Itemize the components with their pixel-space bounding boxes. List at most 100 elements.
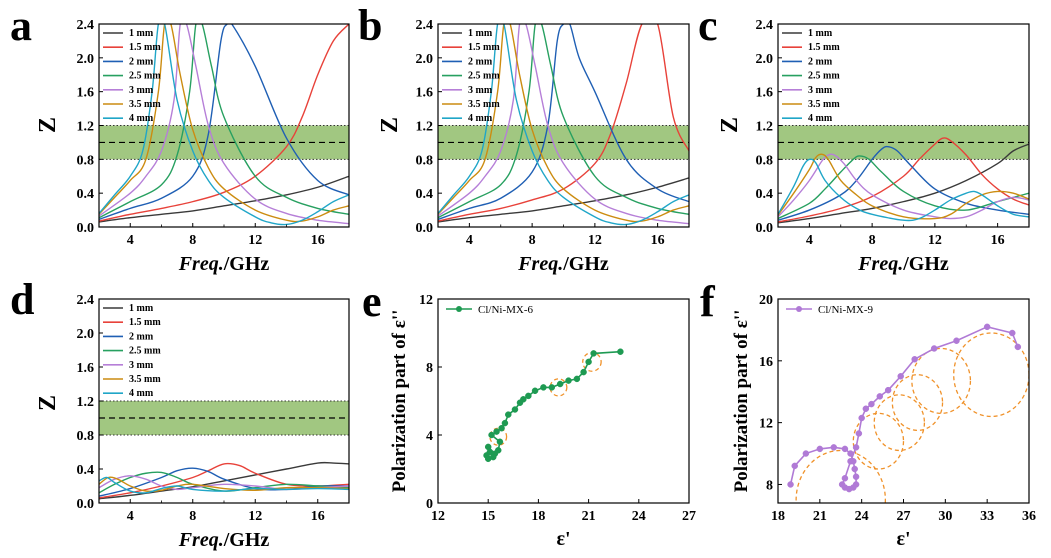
y-tick-label: 1.6 (77, 361, 95, 376)
series-line (99, 24, 349, 221)
cole-cole-circle (795, 449, 887, 503)
series-line (99, 24, 349, 225)
y-tick-label: 0.4 (756, 187, 774, 202)
data-point (816, 445, 824, 453)
y-axis-label: Z (35, 395, 61, 411)
legend-label: 3.5 mm (808, 99, 840, 110)
y-axis-label: Z (35, 117, 61, 133)
x-axis-label-italic: Freq. (857, 253, 903, 275)
y-tick-label: 0.8 (77, 153, 95, 168)
panel-f: 18 21 24 27 30 33 36 8 12 16 20 ε' Polarization part… (700, 277, 1036, 550)
legend-label: 2.5 mm (129, 346, 161, 357)
x-tick-label: 21 (813, 509, 827, 524)
data-point (838, 481, 846, 488)
panel-d: 4 8 12 16 0.0 0.4 0.8 1.2 1.6 2.0 2.4 Freq./GHz Z 1 m… (10, 275, 350, 551)
x-tick-label: 12 (248, 233, 262, 248)
panel-letter: f (700, 277, 716, 326)
y-tick-label: 4 (426, 429, 433, 444)
y-tick-label: 0.8 (77, 429, 95, 444)
data-point (876, 393, 884, 400)
data-point (525, 392, 532, 400)
plot-area (787, 323, 1029, 503)
legend-label: 3 mm (468, 85, 493, 96)
x-axis-label-unit: /GHz (223, 253, 270, 275)
x-tick-label: 21 (582, 509, 596, 524)
y-tick-label: 2.0 (416, 52, 434, 67)
legend-label: 2.5 mm (808, 71, 840, 82)
series-line (778, 137, 1029, 223)
data-point (787, 481, 794, 488)
panel-letter: e (362, 277, 382, 326)
series-line (99, 462, 349, 499)
y-tick-label: 1.2 (416, 120, 434, 135)
x-tick-label: 12 (248, 509, 262, 524)
data-point (884, 386, 892, 394)
cole-cole-circle (852, 412, 905, 470)
data-point (852, 444, 860, 451)
data-point (494, 447, 502, 454)
y-tick-label: 0.0 (77, 221, 95, 236)
legend-label: 2.5 mm (129, 71, 161, 82)
data-point (540, 384, 547, 391)
data-point (565, 377, 572, 384)
panel-b: 4 8 12 16 0.0 0.4 0.8 1.2 1.6 2.0 2.4 Freq./GHz Z 1 m… (358, 1, 690, 275)
x-tick-label: 12 (928, 233, 942, 248)
x-tick-label: 16 (311, 233, 325, 248)
plot-area (778, 125, 1029, 224)
x-tick-label: 27 (897, 509, 911, 524)
y-tick-label: 0.4 (416, 187, 434, 202)
data-point (531, 387, 539, 395)
data-point (484, 443, 492, 451)
data-point (830, 444, 838, 451)
data-point (911, 356, 918, 363)
data-point (1009, 329, 1016, 337)
x-axis-label: Freq./GHz (178, 253, 270, 275)
legend-label: 2.5 mm (468, 71, 500, 82)
y-axis-label: Z (377, 117, 403, 133)
y-tick-label: 1.6 (756, 86, 774, 101)
y-tick-label: 0.4 (77, 187, 95, 202)
series-line (438, 24, 689, 219)
legend-label: 1.5 mm (468, 42, 500, 53)
x-axis-label-unit: /GHz (562, 253, 609, 275)
x-axis-label-unit: /GHz (902, 253, 949, 275)
data-point (855, 430, 863, 437)
x-axis-label-unit: /GHz (223, 529, 270, 551)
legend-marker (456, 306, 462, 312)
series-line (99, 175, 349, 223)
series-line (778, 158, 1029, 222)
x-axis-label: ε' (896, 528, 910, 550)
panel-e: 12 15 18 21 24 27 0 4 8 12 ε' Polarization part of … (362, 277, 696, 550)
legend-label: 3.5 mm (129, 374, 161, 385)
y-axis-label: Polarization part of ε'' (389, 310, 410, 493)
legend-label: 1 mm (129, 28, 154, 39)
plot-frame (437, 298, 690, 504)
legend-label: 1 mm (129, 303, 154, 314)
data-point (1014, 343, 1022, 351)
series-line (99, 24, 349, 226)
data-point (573, 375, 581, 383)
y-tick-label: 2.0 (77, 327, 95, 342)
series-line (778, 155, 1029, 220)
legend-label: Cl/Ni-MX-9 (818, 304, 874, 316)
x-tick-label: 4 (806, 233, 813, 248)
x-tick-label: 8 (189, 509, 196, 524)
x-tick-label: 36 (1022, 509, 1036, 524)
data-point (841, 445, 849, 453)
series-line (778, 153, 1029, 220)
panel-c: 4 8 12 16 0.0 0.4 0.8 1.2 1.6 2.0 2.4 Freq./GHz Z 1 m… (698, 1, 1030, 275)
series-line (99, 24, 349, 223)
legend-label: 4 mm (468, 113, 493, 124)
data-point (505, 411, 512, 418)
x-tick-label: 16 (651, 233, 665, 248)
x-axis-label-italic: Freq. (178, 529, 224, 551)
data-point (791, 462, 798, 470)
data-point (930, 345, 938, 352)
x-axis-label: Freq./GHz (857, 253, 949, 275)
y-tick-label: 0.8 (756, 153, 774, 168)
legend-label: 3 mm (129, 360, 154, 371)
y-axis-label: Polarization part of ε'' (731, 310, 752, 493)
y-tick-label: 8 (426, 361, 433, 376)
y-tick-label: 2.4 (416, 18, 434, 33)
series-line (438, 24, 689, 226)
